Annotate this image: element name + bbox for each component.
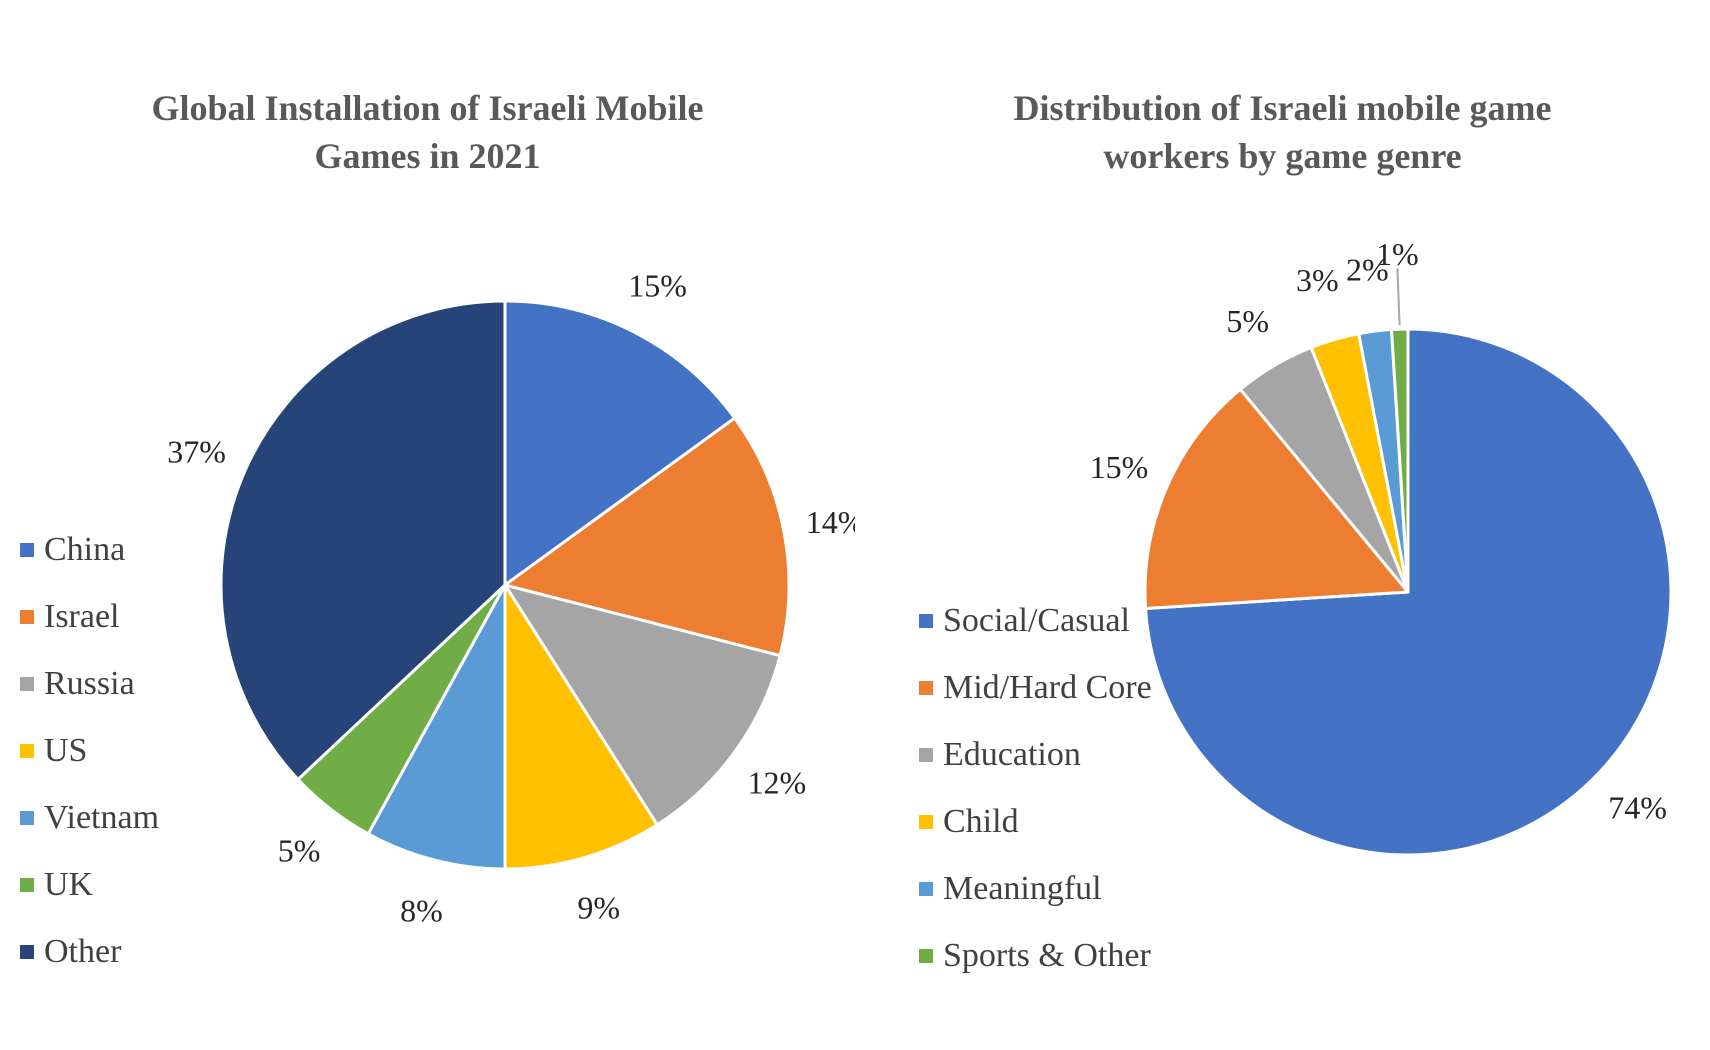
data-label-us: 9% — [577, 890, 620, 926]
pie-slice-israel — [503, 416, 791, 658]
chart-title-line-1: Distribution of Israeli mobile game — [1013, 88, 1552, 128]
legend-swatch — [919, 613, 933, 628]
legend-swatch — [20, 944, 34, 959]
data-label-israel: 14% — [806, 504, 855, 540]
legend: Social/Casual Mid/Hard Core Education Child… — [919, 587, 1152, 989]
chart-installations: Global Installation of Israeli Mobile Ga… — [0, 84, 855, 985]
data-label-other: 37% — [167, 434, 226, 470]
legend-label: Education — [943, 735, 1081, 773]
legend-label: Meaningful — [943, 869, 1102, 907]
legend-label: US — [44, 731, 88, 769]
legend-swatch — [919, 814, 933, 829]
legend-swatch — [20, 743, 34, 758]
data-label-sports-other: 1% — [1376, 236, 1419, 272]
legend: China Israel Russia US Vietnam UK Other — [20, 516, 159, 985]
pie-slice-vietnam — [366, 583, 507, 871]
data-label-uk: 5% — [278, 832, 321, 868]
legend-label: UK — [44, 865, 94, 903]
legend-item-china: China — [20, 516, 159, 583]
legend-swatch — [919, 747, 933, 762]
data-label-vietnam: 8% — [400, 892, 443, 928]
chart-genres: Distribution of Israeli mobile game work… — [855, 0, 1710, 1050]
pie-slice-mid-hard-core — [1143, 387, 1410, 611]
legend-swatch — [20, 877, 34, 892]
legend-item-israel: Israel — [20, 583, 159, 650]
data-label-china: 15% — [628, 268, 687, 304]
legend-swatch — [919, 881, 933, 896]
legend-label: Vietnam — [44, 798, 160, 836]
legend-label: Sports & Other — [943, 936, 1151, 974]
legend-item-russia: Russia — [20, 650, 159, 717]
legend-item-meaningful: Meaningful — [919, 855, 1152, 922]
data-label-social-casual: 74% — [1608, 790, 1667, 826]
pie-slice-other — [219, 299, 507, 781]
pie-slice-china — [503, 299, 737, 587]
chart-title: Distribution of Israeli mobile game work… — [855, 84, 1710, 180]
legend-label: China — [44, 530, 126, 568]
legend-label: Social/Casual — [943, 601, 1130, 639]
pie-chart-installations: 15% 14% 12% 9% 8% 5% 37% — [167, 268, 855, 929]
legend-swatch — [20, 676, 34, 691]
data-label-child: 3% — [1296, 262, 1339, 298]
chart-title-line-1: Global Installation of Israeli Mobile — [151, 88, 704, 128]
legend-swatch — [20, 810, 34, 825]
legend-item-education: Education — [919, 721, 1152, 788]
legend-item-mid-hard-core: Mid/Hard Core — [919, 654, 1152, 721]
legend-item-uk: UK — [20, 851, 159, 918]
legend-item-vietnam: Vietnam — [20, 784, 159, 851]
leader-line-sports-other — [1396, 268, 1401, 326]
chart-title: Global Installation of Israeli Mobile Ga… — [0, 84, 855, 180]
legend-label: Russia — [44, 664, 135, 702]
data-label-russia: 12% — [748, 764, 807, 800]
legend-label: Other — [44, 932, 122, 970]
chart-title-line-2: Games in 2021 — [314, 136, 541, 176]
pie-slice-russia — [503, 583, 782, 827]
data-label-meaningful: 2% — [1346, 252, 1389, 288]
legend-swatch — [919, 948, 933, 963]
legend-item-us: US — [20, 717, 159, 784]
legend-item-child: Child — [919, 788, 1152, 855]
legend-item-other: Other — [20, 918, 159, 985]
pie-slice-sports-other — [1389, 327, 1410, 594]
legend-swatch — [20, 542, 34, 557]
legend-item-social-casual: Social/Casual — [919, 587, 1152, 654]
pie-slice-us — [503, 583, 659, 871]
legend-swatch — [919, 680, 933, 695]
data-label-mid-hard-core: 15% — [1090, 449, 1149, 485]
legend-label: Mid/Hard Core — [943, 668, 1152, 706]
data-label-education: 5% — [1226, 303, 1269, 339]
legend-item-sports-other: Sports & Other — [919, 922, 1152, 989]
legend-swatch — [20, 609, 34, 624]
chart-title-line-2: workers by game genre — [1103, 136, 1462, 176]
pie-chart-genres: 74% 15% 5% 3% 2%1% — [1090, 236, 1673, 857]
legend-label: Israel — [44, 597, 120, 635]
legend-label: Child — [943, 802, 1019, 840]
